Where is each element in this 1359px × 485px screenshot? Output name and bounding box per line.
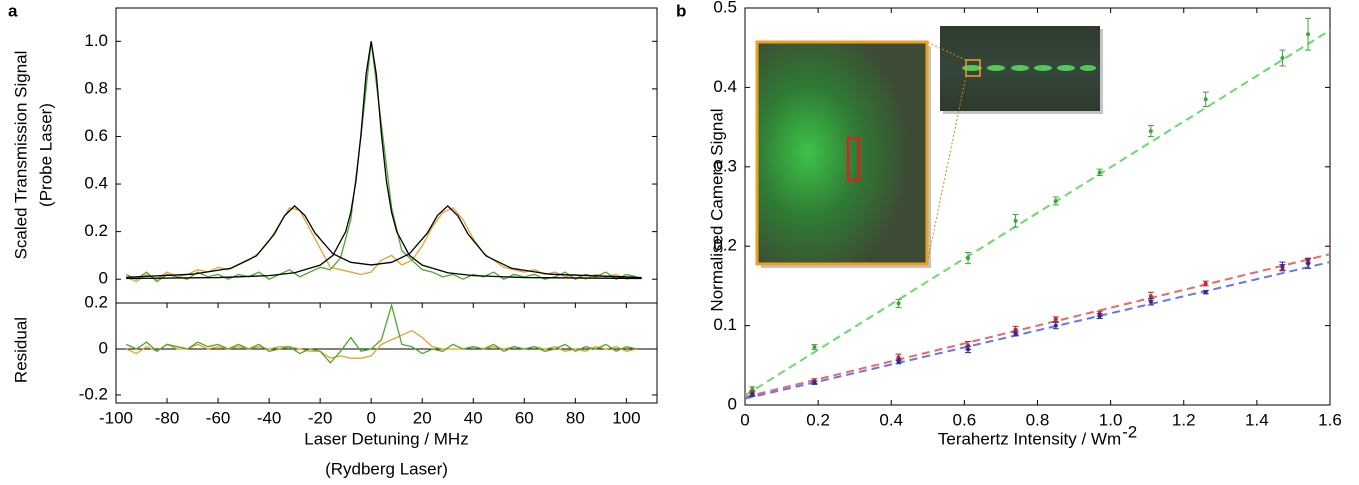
trace <box>125 303 637 364</box>
region-box <box>846 136 861 182</box>
point <box>1148 299 1153 304</box>
y-tick-label: 0.3 <box>713 156 737 175</box>
x-tick-label: 0.2 <box>806 410 830 429</box>
plot-frame <box>115 7 658 304</box>
point <box>1053 198 1058 203</box>
x-tick-label: -80 <box>155 408 180 427</box>
point <box>1280 56 1285 61</box>
plot-area <box>125 303 637 364</box>
x-tick-label: 40 <box>464 408 483 427</box>
panel: b 0 0.1 0.2 0.3 0.4 0.5 0 0.2 0.4 0.6 0.8 1.0 1.2 1.4 1… <box>676 0 1342 448</box>
y-tick-label: 0 <box>99 338 108 357</box>
y-tick-label: 0 <box>99 269 108 288</box>
point <box>966 256 971 261</box>
y-tick-label: 0.5 <box>713 0 737 16</box>
y-tick-label: 0.2 <box>84 221 108 240</box>
y-tick-label: 0.1 <box>713 315 737 334</box>
y-axis-label: Residual <box>11 317 30 383</box>
point <box>812 345 817 350</box>
x-tick-label: 60 <box>515 408 534 427</box>
point <box>1148 129 1153 134</box>
x-axis-label: Laser Detuning / MHz <box>304 429 468 448</box>
zoom-box <box>965 59 981 77</box>
x-tick-label: -60 <box>206 408 231 427</box>
x-tick-label: 80 <box>566 408 585 427</box>
trace <box>125 41 637 283</box>
x-tick-label: 0.6 <box>953 410 977 429</box>
point <box>1097 314 1102 319</box>
x-tick-label: 1.4 <box>1245 410 1269 429</box>
point <box>750 387 755 392</box>
fit-curve <box>126 205 642 279</box>
atom-spots <box>962 65 1096 71</box>
x-tick-label: 1.0 <box>1099 410 1123 429</box>
point <box>896 355 901 360</box>
y-tick-label: 0.2 <box>713 236 737 255</box>
x-tick-label: 1.6 <box>1318 410 1342 429</box>
x-tick-label: -100 <box>99 408 133 427</box>
panel-label: a <box>8 1 18 20</box>
point <box>812 380 817 385</box>
y-tick-label: 0 <box>728 394 737 413</box>
x-tick-label: 0 <box>740 410 749 429</box>
point <box>1013 218 1018 223</box>
point <box>750 392 755 397</box>
fit-line <box>745 29 1330 397</box>
x-tick-label: 1.2 <box>1172 410 1196 429</box>
y-tick-label: 0.4 <box>84 174 108 193</box>
point <box>1148 294 1153 299</box>
fit-line <box>745 261 1330 400</box>
zoom-line <box>926 75 967 265</box>
x-axis-label: (Rydberg Laser) <box>325 459 448 478</box>
point <box>1013 331 1018 336</box>
y-tick-label: 0.2 <box>84 292 108 311</box>
y-axis-label: Normalised Camera Signal <box>707 108 726 311</box>
point <box>1097 170 1102 175</box>
panel: -0.2 0 0.2 -100 -80 -60 -40 -20 0 20 40 60 80 100 Resi… <box>11 292 658 478</box>
inset-images <box>755 26 1103 268</box>
zoom-image <box>755 40 929 266</box>
point <box>1306 32 1311 37</box>
trace <box>125 207 637 283</box>
point <box>966 347 971 352</box>
plot-frame <box>115 302 658 404</box>
x-tick-label: 0.4 <box>879 410 903 429</box>
y-tick-label: -0.2 <box>79 384 108 403</box>
x-tick-label: -40 <box>257 408 282 427</box>
point <box>1203 97 1208 102</box>
y-axis-label: Scaled Transmission Signal <box>11 51 30 260</box>
point <box>1306 261 1311 266</box>
x-tick-label: 0 <box>366 408 375 427</box>
panel: a 0 0.2 0.4 0.6 0.8 1.0 Scaled Transmission Sig… <box>8 1 658 304</box>
x-axis-label-superscript: -2 <box>1122 422 1137 441</box>
point <box>1280 264 1285 269</box>
zoom-line <box>926 41 967 61</box>
fit-curve <box>126 41 642 280</box>
point <box>896 301 901 306</box>
y-tick-label: 0.4 <box>713 77 737 96</box>
y-tick-label: 1.0 <box>84 31 108 50</box>
y-tick-label: 0.6 <box>84 126 108 145</box>
fit-line <box>745 253 1330 399</box>
x-axis-label: Terahertz Intensity / Wm <box>938 429 1121 448</box>
trace <box>125 329 637 359</box>
point <box>896 359 901 364</box>
x-tick-label: -20 <box>308 408 333 427</box>
x-tick-label: 20 <box>413 408 432 427</box>
panel-label: b <box>676 1 686 20</box>
plot-area <box>745 17 1330 400</box>
y-axis-label: (Probe Laser) <box>36 103 55 207</box>
plot-area <box>125 41 642 283</box>
y-tick-label: 0.8 <box>84 78 108 97</box>
point <box>1013 327 1018 332</box>
point <box>1053 317 1058 322</box>
point <box>1203 290 1208 295</box>
x-tick-label: 100 <box>612 408 640 427</box>
point <box>1053 323 1058 328</box>
x-tick-label: 0.8 <box>1026 410 1050 429</box>
point <box>1203 281 1208 286</box>
